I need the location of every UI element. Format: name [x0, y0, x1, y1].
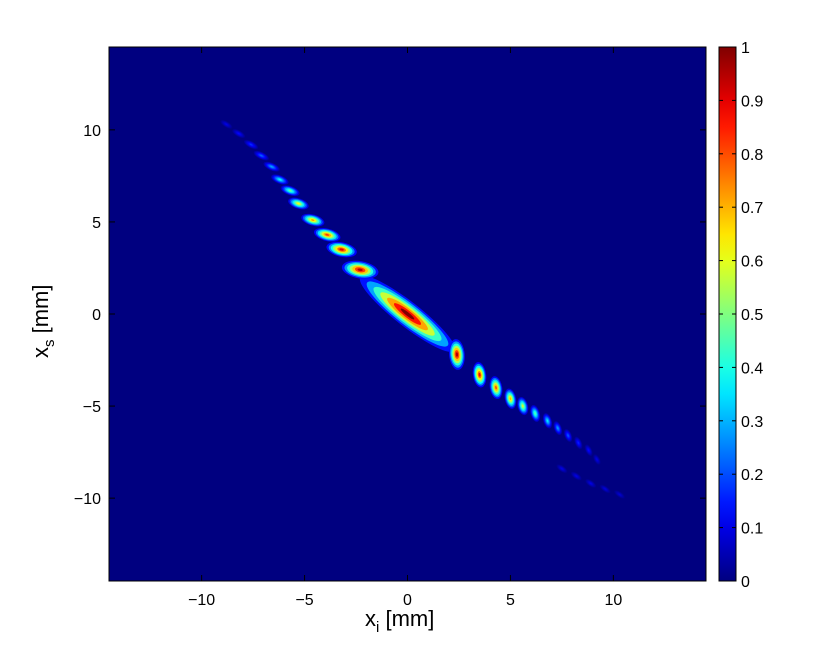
- x-axis-label: xi [mm]: [365, 606, 434, 636]
- y-tick-label: 0: [92, 307, 101, 324]
- contour-level: [618, 493, 621, 496]
- intensity-lobe: [359, 275, 456, 353]
- intensity-lobe: [301, 213, 325, 227]
- intensity-lobe: [563, 429, 573, 442]
- y-tick-label: 10: [83, 123, 101, 140]
- y-tick-label: −10: [74, 491, 101, 508]
- contour-level: [270, 165, 273, 168]
- y-axis-label: xs [mm]: [28, 285, 58, 359]
- intensity-lobe: [280, 185, 300, 197]
- intensity-lobe: [313, 227, 341, 242]
- colorbar-tick-label: 0.1: [741, 521, 763, 538]
- x-tick-label: 10: [604, 592, 622, 609]
- intensity-lobe: [584, 444, 593, 456]
- intensity-lobe: [585, 479, 597, 488]
- colorbar-tick-label: 0: [741, 574, 750, 591]
- contour-level: [278, 178, 282, 181]
- colorbar-tick-label: 0.3: [741, 414, 763, 431]
- x-tick-label: 0: [403, 592, 412, 609]
- contour-level: [400, 308, 415, 320]
- colorbar-tick-label: 0.2: [741, 467, 763, 484]
- y-tick-label: 5: [92, 215, 101, 232]
- contour-level: [357, 268, 363, 272]
- intensity-lobe: [542, 413, 553, 429]
- contour-level: [237, 132, 240, 135]
- contour-level: [604, 488, 606, 490]
- contour-level: [288, 189, 292, 192]
- contour-level: [339, 248, 344, 251]
- x-axis-ticks: −10 −5 0 5 10: [188, 47, 622, 609]
- intensity-lobe: [271, 174, 289, 185]
- intensity-lobe: [553, 421, 563, 436]
- x-tick-label: −10: [188, 592, 215, 609]
- intensity-lobe: [448, 339, 465, 370]
- intensity-lobe: [220, 119, 233, 129]
- intensity-lobe: [489, 376, 503, 400]
- contour-level: [577, 442, 579, 444]
- contour-level: [575, 475, 578, 477]
- intensity-lobe: [232, 129, 246, 139]
- y-axis-ticks: 10 5 0 −5 −10: [74, 123, 706, 508]
- contour-level: [534, 412, 536, 415]
- intensity-lobe: [253, 150, 269, 161]
- contour-level: [296, 202, 300, 205]
- contour-level: [250, 143, 253, 146]
- contour-level: [522, 404, 524, 408]
- x-tick-label: 5: [506, 592, 515, 609]
- colorbar-tick-label: 0.6: [741, 254, 763, 271]
- intensity-lobe: [593, 454, 601, 465]
- intensity-lobe: [341, 260, 379, 279]
- contour-level: [589, 482, 592, 485]
- intensity-lobe: [504, 388, 517, 409]
- contour-level: [588, 449, 590, 452]
- contour-level: [596, 458, 598, 461]
- contour-level: [561, 468, 563, 470]
- intensity-lobe: [574, 436, 583, 450]
- intensity-lobe: [570, 471, 582, 481]
- contour-level: [455, 352, 459, 357]
- contour-level: [260, 154, 263, 157]
- colorbar-tick-label: 0.4: [741, 360, 763, 377]
- intensity-lobe: [472, 362, 487, 388]
- intensity-lobe: [263, 161, 280, 172]
- colorbar-tick-label: 0.5: [741, 307, 763, 324]
- contour-level: [311, 219, 315, 221]
- colorbar-tick-label: 0.9: [741, 93, 763, 110]
- contour-level: [225, 123, 228, 125]
- colorbar-tick-label: 1: [741, 40, 750, 57]
- intensity-lobe: [530, 405, 541, 422]
- contour-level: [325, 233, 330, 236]
- colorbar-tick-label: 0.8: [741, 147, 763, 164]
- contour-level: [509, 397, 512, 401]
- intensity-lobe: [288, 197, 309, 210]
- intensity-lobe: [517, 396, 529, 416]
- intensity-lobe: [614, 490, 625, 499]
- intensity-lobe: [599, 484, 611, 494]
- colorbar-tick-label: 0.7: [741, 200, 763, 217]
- contour-level: [567, 434, 569, 437]
- contour-level: [495, 386, 497, 390]
- intensity-lobe: [243, 139, 259, 150]
- contour-level: [546, 419, 549, 422]
- contour-level: [478, 372, 481, 377]
- colorbar-ticks: 0 0.1 0.2 0.3 0.4 0.5 0.6 0.7 0.8 0.9 1: [719, 40, 763, 591]
- intensity-lobe: [326, 241, 357, 258]
- contour-level: [557, 427, 559, 430]
- x-tick-label: −5: [295, 592, 313, 609]
- intensity-lobe: [556, 464, 568, 473]
- intensity-features: [220, 119, 625, 499]
- y-tick-label: −5: [83, 399, 101, 416]
